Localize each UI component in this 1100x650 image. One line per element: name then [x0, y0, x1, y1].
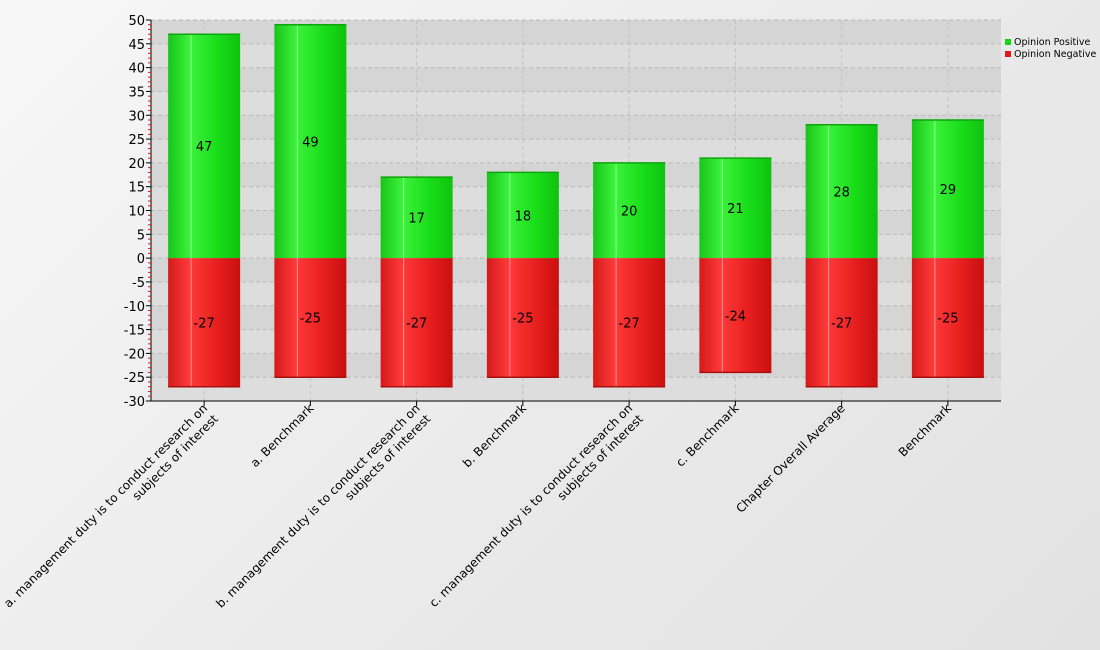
bar — [911, 120, 984, 259]
bar — [593, 258, 666, 387]
legend-swatch — [1005, 39, 1011, 45]
y-tick-label: 45 — [128, 38, 145, 53]
bar — [911, 258, 984, 378]
x-tick-label: Chapter Overall Average — [733, 401, 847, 515]
x-tick-label-line: b. Benchmark — [460, 401, 529, 470]
bar — [593, 162, 666, 259]
data-label: 29 — [940, 183, 957, 198]
data-label: 20 — [621, 205, 638, 220]
x-tick-label-line: a. management duty is to conduct researc… — [1, 401, 210, 610]
grid-band — [151, 67, 1001, 92]
y-tick-label: -15 — [124, 324, 145, 339]
x-tick-label: c. management duty is to conduct researc… — [427, 401, 646, 610]
data-label: 21 — [727, 202, 744, 217]
x-tick-label: Benchmark — [896, 401, 954, 459]
y-tick-label: 35 — [128, 85, 145, 100]
x-tick-label-line: Benchmark — [896, 401, 954, 459]
data-label: 49 — [302, 135, 319, 150]
x-tick-label-line: a. Benchmark — [248, 401, 317, 470]
grid-band — [151, 210, 1001, 235]
legend-label: Opinion Negative — [1014, 49, 1096, 60]
grid-band — [151, 20, 1001, 44]
bar — [699, 258, 772, 373]
data-label: -27 — [619, 316, 640, 331]
bar — [699, 158, 772, 259]
bar — [380, 177, 453, 259]
grid-band — [151, 115, 1001, 140]
bar — [805, 124, 878, 259]
grid-band — [151, 258, 1001, 282]
bar — [168, 34, 241, 259]
data-labels: 47 49 17 18 20 21 28 29 -27 -25 -27 -25 -27 -24 -27 -25 — [194, 135, 959, 331]
bar — [380, 258, 453, 387]
y-tick-label: 40 — [128, 62, 145, 77]
bars — [168, 24, 984, 388]
x-tick-label: b. Benchmark — [460, 401, 529, 470]
bar — [274, 24, 347, 259]
y-tick-label: 10 — [128, 205, 145, 220]
x-tick-labels: a. management duty is to conduct researc… — [1, 401, 954, 610]
data-label: 28 — [833, 185, 850, 200]
legend-swatch — [1005, 51, 1011, 57]
bar — [486, 258, 559, 378]
bar — [274, 258, 347, 378]
y-tick-label: 30 — [128, 109, 145, 124]
x-tick-label: a. management duty is to conduct researc… — [1, 401, 221, 610]
y-tick-label: -25 — [124, 371, 145, 386]
data-label: -25 — [300, 312, 321, 327]
y-tick-label: 50 — [128, 14, 145, 29]
y-tick-label: -30 — [124, 395, 145, 410]
x-tick-label-line: b. management duty is to conduct researc… — [213, 401, 422, 610]
bar — [486, 172, 559, 259]
y-tick-label: 25 — [128, 133, 145, 148]
x-tick-label-line: c. management duty is to conduct researc… — [427, 401, 636, 610]
y-tick-label: 15 — [128, 181, 145, 196]
y-tick-label: -20 — [124, 347, 145, 362]
x-tick-label: b. management duty is to conduct researc… — [213, 401, 433, 610]
x-tick-label: c. Benchmark — [673, 401, 741, 469]
data-label: 17 — [408, 212, 425, 227]
y-tick-label: 20 — [128, 157, 145, 172]
y-tick-label: -10 — [124, 300, 145, 315]
x-tick-label: a. Benchmark — [248, 401, 317, 470]
x-tick-label-line: Chapter Overall Average — [733, 401, 847, 515]
data-label: 47 — [196, 140, 213, 155]
y-tick-label: 5 — [137, 228, 145, 243]
axes — [146, 19, 1001, 406]
data-label: -27 — [831, 316, 852, 331]
grid-band — [151, 353, 1001, 378]
legend-label: Opinion Positive — [1014, 37, 1090, 48]
data-label: -27 — [406, 316, 427, 331]
grid-band — [151, 162, 1001, 187]
bar — [168, 258, 241, 387]
x-tick-label-line: c. Benchmark — [673, 401, 741, 469]
bar — [805, 258, 878, 387]
data-label: -24 — [725, 309, 746, 324]
data-label: -25 — [512, 312, 533, 327]
y-tick-label: -5 — [132, 276, 145, 291]
data-label: -27 — [194, 316, 215, 331]
data-label: -25 — [937, 312, 958, 327]
y-tick-label: 0 — [137, 252, 145, 267]
grid-band — [151, 305, 1001, 330]
data-label: 18 — [515, 209, 532, 224]
